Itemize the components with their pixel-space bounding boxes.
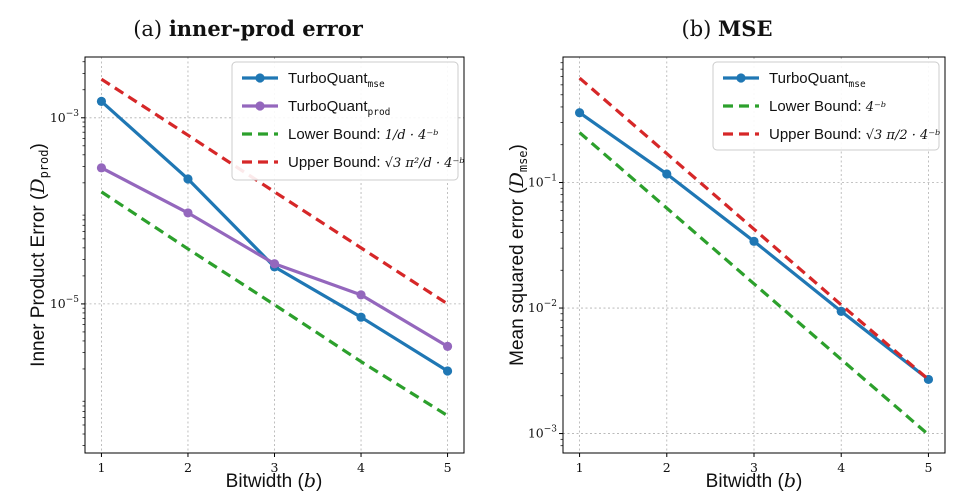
series-line-upper-bound	[578, 76, 930, 381]
y-tick-label: 10−3	[50, 109, 79, 125]
legend-marker	[255, 73, 265, 83]
panel-b-xlabel: Bitwidth (b)	[706, 470, 803, 492]
data-point	[662, 169, 672, 179]
panel-b-ticks: 1 2 3 4 5 10−1 10−2 10−3	[528, 62, 932, 475]
y-tick-label: 10−2	[528, 299, 557, 315]
panel-b-series	[574, 76, 934, 436]
x-tick-label: 4	[837, 460, 845, 475]
x-tick-label: 2	[184, 460, 192, 475]
data-point	[96, 163, 107, 173]
panel-inner-prod-error: (a) inner-prod error 1 2 3 4 5 10−3 10−5 Bitwi…	[27, 16, 465, 492]
y-tick-label: 10−1	[528, 174, 557, 190]
x-tick-label: 3	[750, 460, 758, 475]
panel-a-xlabel: Bitwidth (b)	[226, 470, 323, 492]
y-tick-label: 10−5	[50, 295, 79, 311]
x-tick-label: 1	[97, 460, 105, 475]
panel-a-title: (a) inner-prod error	[133, 16, 363, 41]
panel-a-legend: TurboQuantmse TurboQuantprod Lower Bound: …	[231, 61, 465, 181]
panel-b-ylabel: Mean squared error (Dmse)	[506, 144, 530, 366]
series-line-lower-bound	[578, 131, 930, 436]
panel-a-ticks: 1 2 3 4 5 10−3 10−5	[50, 61, 452, 475]
series-line-upper-bound	[100, 77, 449, 306]
legend-box	[712, 61, 940, 151]
series-line-lower-bound	[100, 190, 449, 418]
legend-entry: Upper Bound: √3 π²/d · 4⁻ᵇ	[288, 154, 465, 171]
legend-entry: Upper Bound: √3 π/2 · 4⁻ᵇ	[769, 126, 940, 143]
legend-entry: TurboQuantmse	[769, 70, 866, 90]
data-point	[442, 341, 453, 351]
data-point	[96, 96, 107, 107]
data-point	[356, 290, 366, 300]
panel-b-title: (b) MSE	[682, 16, 773, 41]
x-tick-label: 2	[663, 460, 671, 475]
data-point	[574, 108, 585, 118]
data-point	[269, 259, 280, 269]
legend-marker	[255, 101, 265, 111]
panel-a-series	[96, 77, 453, 418]
data-point	[442, 366, 453, 376]
x-tick-label: 3	[271, 460, 279, 475]
data-point	[749, 236, 759, 246]
legend-entry: TurboQuantprod	[288, 98, 390, 118]
x-tick-label: 5	[924, 460, 932, 475]
panel-b-legend: TurboQuantmse Lower Bound: 4⁻ᵇ Upper Bound…	[712, 61, 940, 151]
data-point	[183, 208, 193, 218]
legend-entry: Lower Bound: 1/d · 4⁻ᵇ	[288, 126, 438, 143]
x-tick-label: 5	[444, 460, 452, 475]
x-tick-label: 4	[357, 460, 365, 475]
panel-b-grid	[563, 57, 945, 453]
panel-a-ylabel: Inner Product Error (Dprod)	[27, 143, 51, 367]
data-point	[183, 174, 193, 184]
legend-entry: Lower Bound: 4⁻ᵇ	[769, 98, 886, 115]
x-tick-label: 1	[576, 460, 584, 475]
legend-entry: TurboQuantmse	[288, 70, 385, 90]
legend-box	[231, 61, 459, 181]
y-tick-label: 10−3	[528, 425, 557, 441]
panel-mse: (b) MSE 1 2 3 4 5 10−1 10−2 10−3 Bitwidth (b) M…	[506, 16, 946, 492]
data-point	[836, 306, 846, 317]
legend-marker	[736, 73, 746, 83]
data-point	[356, 312, 366, 322]
